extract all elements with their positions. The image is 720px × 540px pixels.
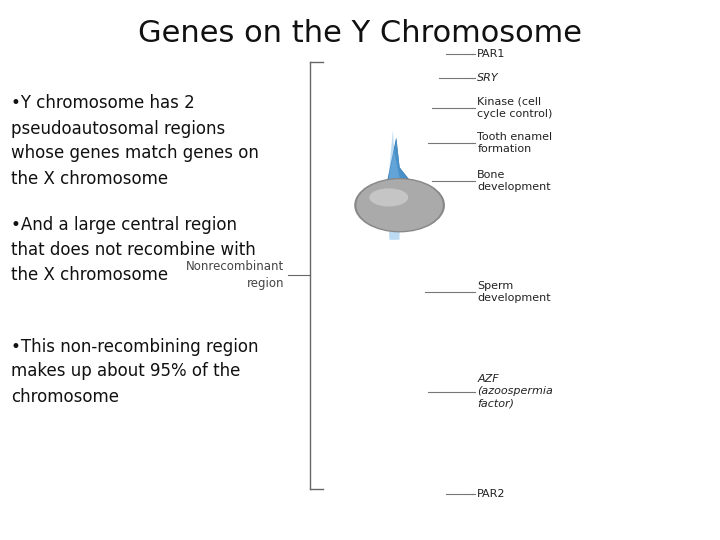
Text: PAR2: PAR2 [477, 489, 506, 499]
Text: Nonrecombinant
region: Nonrecombinant region [186, 260, 284, 291]
Text: •And a large central region
that does not recombine with
the X chromosome: •And a large central region that does no… [11, 216, 256, 284]
Text: Tooth enamel
formation: Tooth enamel formation [477, 132, 552, 154]
Ellipse shape [354, 178, 445, 232]
Ellipse shape [369, 188, 408, 206]
Polygon shape [388, 63, 410, 413]
Text: Bone
development: Bone development [477, 170, 551, 192]
Text: Kinase (cell
cycle control): Kinase (cell cycle control) [477, 97, 553, 119]
Polygon shape [387, 49, 431, 483]
Text: Genes on the Y Chromosome: Genes on the Y Chromosome [138, 19, 582, 48]
Text: •This non-recombining region
makes up about 95% of the
chromosome: •This non-recombining region makes up ab… [11, 338, 258, 406]
Text: AZF
(azoospermia
factor): AZF (azoospermia factor) [477, 375, 553, 408]
Text: Sperm
development: Sperm development [477, 281, 551, 302]
Ellipse shape [356, 179, 443, 231]
Polygon shape [385, 49, 434, 483]
Text: •Y chromosome has 2
pseudoautosomal regions
whose genes match genes on
the X chr: •Y chromosome has 2 pseudoautosomal regi… [11, 94, 258, 187]
Text: PAR1: PAR1 [477, 49, 505, 59]
Text: SRY: SRY [477, 73, 499, 83]
